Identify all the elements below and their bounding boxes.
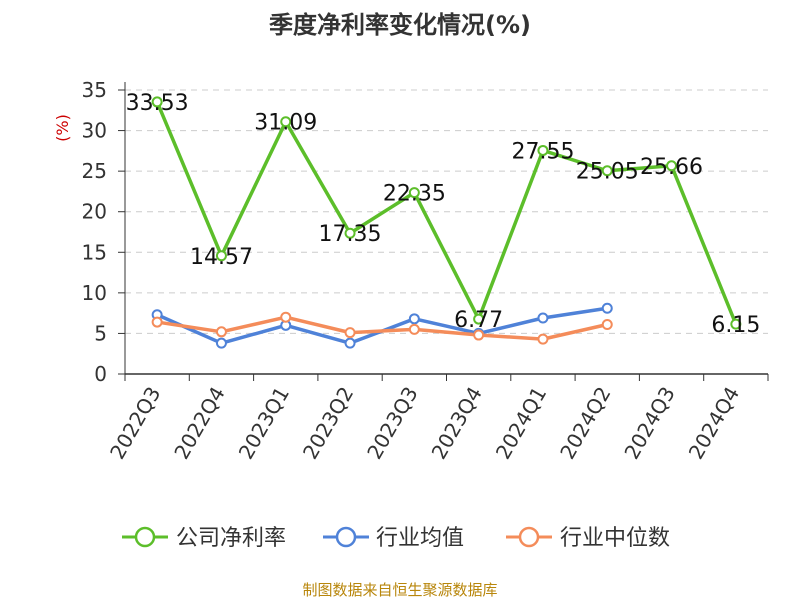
x-tick-label: 2024Q1 xyxy=(491,383,551,464)
data-point xyxy=(408,313,420,325)
series-line xyxy=(156,315,608,341)
data-point xyxy=(473,329,485,341)
grid-lines xyxy=(125,89,768,334)
legend-swatch-marker xyxy=(134,526,156,548)
data-label: 6.77 xyxy=(454,308,503,333)
data-point xyxy=(473,313,485,325)
data-label: 33.53 xyxy=(126,91,189,116)
legend-label: 行业均值 xyxy=(376,526,464,551)
y-tick-label: 20 xyxy=(82,200,107,224)
series-line xyxy=(155,101,738,325)
legend-item: 行业中位数 xyxy=(506,526,670,551)
data-point xyxy=(730,318,742,330)
legend-label: 公司净利率 xyxy=(176,526,286,551)
data-label: 22.35 xyxy=(383,182,446,207)
data-point xyxy=(537,312,549,324)
legend: 公司净利率 行业均值 行业中位数 xyxy=(122,526,670,551)
x-tick-label: 2024Q4 xyxy=(684,383,744,464)
data-label: 25.05 xyxy=(576,160,639,185)
x-tick-label: 2024Q3 xyxy=(619,383,679,464)
x-tick-label: 2023Q3 xyxy=(362,383,422,464)
data-label: 14.57 xyxy=(190,245,253,270)
y-axis-unit: (%) xyxy=(53,114,72,142)
y-tick-label: 0 xyxy=(94,362,107,386)
x-tick-label: 2024Q2 xyxy=(555,383,615,464)
data-label: 31.09 xyxy=(254,111,317,136)
data-point xyxy=(280,311,292,323)
data-point xyxy=(601,165,613,177)
y-tick-labels: 0 5 10 15 20 25 30 35 xyxy=(82,78,107,386)
data-point xyxy=(666,160,678,172)
chart-title: 季度净利率变化情况(%) xyxy=(269,11,531,39)
x-tick-labels: 2022Q3 2022Q4 2023Q1 2023Q2 2023Q3 2023Q4 2024… xyxy=(105,383,744,464)
source-note: 制图数据来自恒生聚源数据库 xyxy=(302,581,497,599)
x-tick-label: 2022Q4 xyxy=(169,383,229,464)
data-point xyxy=(215,326,227,338)
y-tick-label: 35 xyxy=(82,78,107,102)
data-point xyxy=(537,333,549,345)
legend-item: 行业均值 xyxy=(323,526,464,551)
data-point xyxy=(537,144,549,156)
axes xyxy=(118,82,769,381)
legend-swatch-marker xyxy=(518,526,540,548)
y-tick-label: 30 xyxy=(82,119,107,143)
x-tick-label: 2023Q4 xyxy=(427,383,487,464)
y-tick-label: 25 xyxy=(82,159,107,183)
series-lines xyxy=(155,101,738,345)
x-tick-label: 2023Q2 xyxy=(298,383,358,464)
legend-label: 行业中位数 xyxy=(560,526,670,551)
data-point xyxy=(151,96,163,108)
y-tick-label: 5 xyxy=(94,321,107,345)
data-point xyxy=(408,187,420,199)
data-label: 17.35 xyxy=(319,222,382,247)
y-tick-label: 15 xyxy=(82,240,107,264)
data-point xyxy=(601,302,613,314)
legend-swatch-marker xyxy=(335,526,357,548)
data-point xyxy=(280,116,292,128)
data-point xyxy=(601,319,613,331)
data-point xyxy=(215,337,227,349)
x-tick-label: 2023Q1 xyxy=(234,383,294,464)
data-label: 6.15 xyxy=(711,313,760,338)
data-point xyxy=(344,327,356,339)
data-point xyxy=(408,323,420,335)
data-point xyxy=(215,250,227,262)
legend-item: 公司净利率 xyxy=(122,526,286,551)
x-tick-label: 2022Q3 xyxy=(105,383,165,464)
data-point xyxy=(344,227,356,239)
data-label: 25.66 xyxy=(640,155,703,180)
data-point xyxy=(151,316,163,328)
data-point xyxy=(344,337,356,349)
series-points xyxy=(151,96,742,349)
y-tick-label: 10 xyxy=(82,281,107,305)
data-label: 27.55 xyxy=(511,139,574,164)
